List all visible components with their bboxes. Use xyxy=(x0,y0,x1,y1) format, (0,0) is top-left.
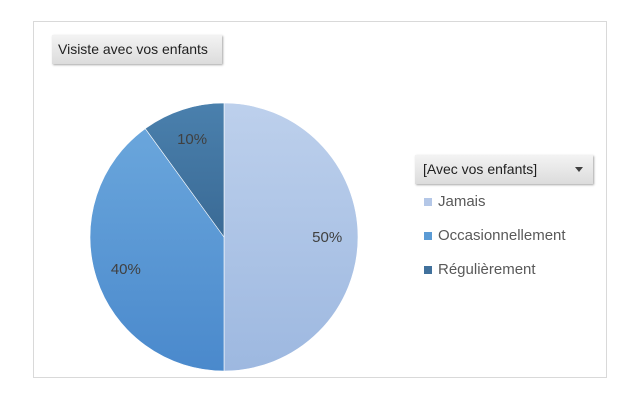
pie-slice-regulierement[interactable] xyxy=(144,102,225,238)
data-label-regulierement: 10% xyxy=(177,131,207,148)
data-label-occasionnellement: 40% xyxy=(111,261,141,278)
dropdown-arrow-icon[interactable] xyxy=(575,167,583,172)
legend-label: Jamais xyxy=(438,193,486,210)
legend: Jamais Occasionnellement Régulièrement xyxy=(424,188,566,290)
legend-swatch xyxy=(424,266,432,274)
chart-title: Visiste avec vos enfants xyxy=(58,41,208,57)
legend-label: Occasionnellement xyxy=(438,227,566,244)
pie-slice-occasionnellement[interactable] xyxy=(89,128,225,372)
legend-label: Régulièrement xyxy=(438,261,536,278)
filter-field-button[interactable]: [Avec vos enfants] xyxy=(415,155,593,184)
legend-item-occasionnellement[interactable]: Occasionnellement xyxy=(424,222,566,256)
filter-field-label: [Avec vos enfants] xyxy=(423,161,538,177)
pie-slice-jamais[interactable] xyxy=(223,102,359,372)
legend-item-regulierement[interactable]: Régulièrement xyxy=(424,256,566,290)
chart-title-field-button[interactable]: Visiste avec vos enfants xyxy=(52,35,222,64)
legend-swatch xyxy=(424,198,432,206)
data-label-jamais: 50% xyxy=(312,229,342,246)
legend-item-jamais[interactable]: Jamais xyxy=(424,188,566,222)
legend-swatch xyxy=(424,232,432,240)
